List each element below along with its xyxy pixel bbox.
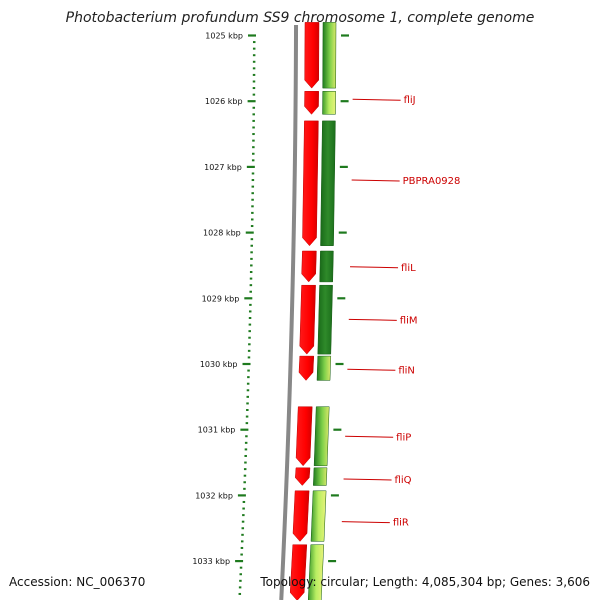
tick-label: 1033 kbp: [192, 557, 230, 566]
accession-text: Accession: NC_006370: [9, 575, 146, 589]
gene-leader-line: [347, 368, 396, 371]
forward-gene-arrow[interactable]: [304, 22, 320, 89]
forward-gene-arrow[interactable]: [302, 120, 319, 247]
gene-label[interactable]: PBPRA0928: [403, 176, 461, 187]
gene-leader-line: [350, 266, 399, 269]
reverse-gene-block[interactable]: [310, 490, 327, 542]
tick-label: 1029 kbp: [202, 294, 240, 303]
reverse-gene-block[interactable]: [317, 284, 333, 355]
reverse-gene-block[interactable]: [313, 467, 328, 486]
gene-leader-line: [341, 521, 390, 524]
gene-label[interactable]: fliJ: [404, 95, 416, 106]
reverse-gene-block[interactable]: [320, 120, 336, 246]
tick-label: 1025 kbp: [205, 32, 243, 41]
tick-label: 1026 kbp: [205, 97, 243, 106]
gene-label[interactable]: fliL: [401, 263, 416, 274]
tick-label: 1030 kbp: [200, 360, 238, 369]
gene-label[interactable]: fliQ: [395, 475, 412, 486]
reverse-gene-block[interactable]: [316, 355, 332, 381]
forward-gene-arrow[interactable]: [304, 91, 319, 115]
reverse-gene-block[interactable]: [322, 91, 336, 115]
gene-label[interactable]: fliR: [393, 518, 409, 529]
gene-leader-line: [352, 98, 401, 101]
gene-leader-line: [351, 179, 400, 182]
map-title: Photobacterium profundum SS9 chromosome …: [65, 10, 535, 26]
reverse-gene-block[interactable]: [307, 544, 325, 600]
gene-label[interactable]: fliM: [400, 315, 418, 326]
gene-leader-line: [343, 478, 392, 481]
gene-label[interactable]: fliP: [396, 432, 411, 443]
tick-label: 1027 kbp: [204, 163, 242, 172]
tick-label: 1031 kbp: [198, 426, 236, 435]
reverse-gene-block[interactable]: [319, 250, 334, 283]
forward-gene-arrow[interactable]: [299, 284, 316, 355]
reverse-gene-block[interactable]: [313, 406, 330, 467]
genome-summary-text: Topology: circular; Length: 4,085,304 bp…: [260, 575, 590, 589]
forward-gene-arrow[interactable]: [295, 406, 313, 467]
forward-gene-arrow[interactable]: [289, 544, 308, 600]
forward-gene-arrow[interactable]: [298, 355, 315, 381]
gene-leader-line: [345, 435, 394, 438]
tick-label: 1028 kbp: [203, 229, 241, 238]
forward-gene-arrow[interactable]: [292, 490, 310, 542]
gene-label[interactable]: fliN: [398, 365, 415, 376]
gene-leader-line: [348, 318, 397, 321]
tick-label: 1032 kbp: [195, 491, 233, 500]
reverse-gene-block[interactable]: [322, 22, 337, 89]
forward-gene-arrow[interactable]: [301, 250, 317, 283]
forward-gene-arrow[interactable]: [295, 467, 311, 486]
backbone-line: [279, 24, 299, 600]
